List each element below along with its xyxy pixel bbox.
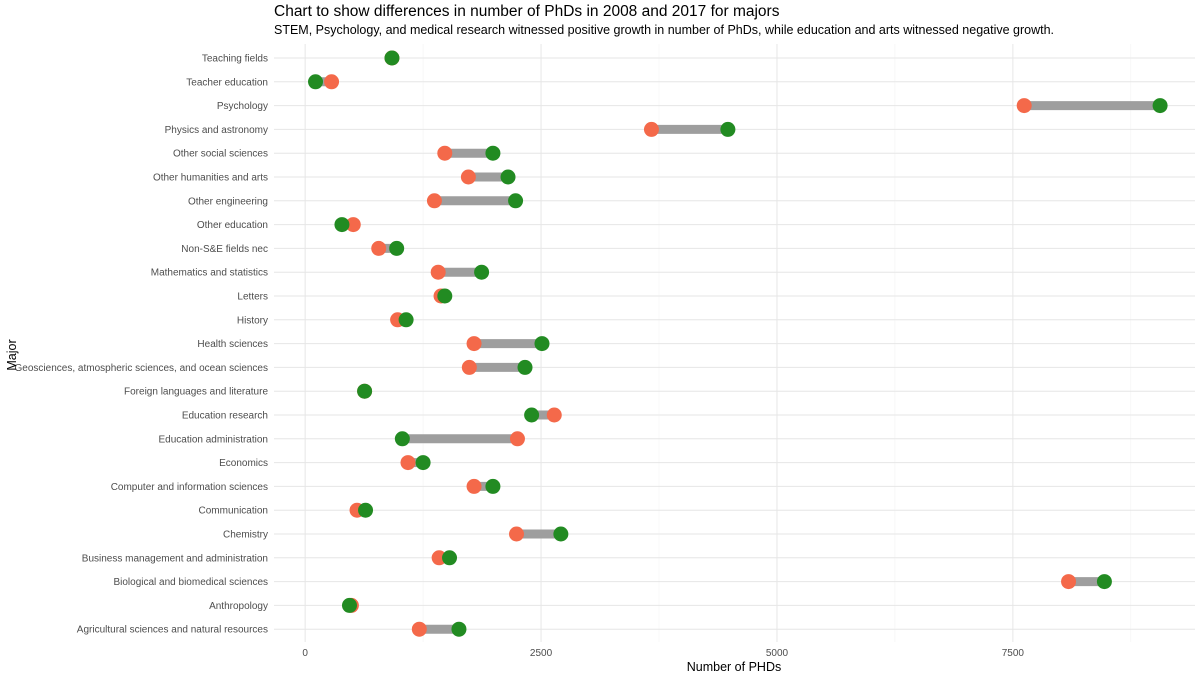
point-2008 [430, 264, 446, 280]
point-2008 [431, 550, 447, 566]
point-2017 [451, 621, 467, 637]
y-category-label: Communication [199, 506, 268, 517]
y-category-label: Anthropology [209, 601, 268, 612]
point-2017 [384, 50, 400, 66]
y-category-label: Foreign languages and literature [124, 387, 268, 398]
y-category-label: Teaching fields [202, 54, 268, 65]
point-2017 [442, 550, 458, 566]
point-2017 [485, 145, 501, 161]
point-2017 [553, 526, 569, 542]
y-category-label: Education research [182, 411, 268, 422]
chart-subtitle: STEM, Psychology, and medical research w… [274, 23, 1055, 37]
point-2017 [358, 502, 374, 518]
point-2008 [345, 217, 361, 233]
y-category-label: Psychology [217, 101, 268, 112]
point-2017 [524, 407, 540, 423]
y-category-label: Computer and information sciences [111, 482, 268, 493]
point-2008 [1061, 574, 1077, 590]
x-axis-tick-labels: 0 2500 5000 7500 [302, 648, 1024, 659]
y-category-label: Health sciences [197, 339, 268, 350]
y-category-label: Biological and biomedical sciences [113, 577, 268, 588]
y-category-label: Geosciences, atmospheric sciences, and o… [15, 363, 268, 374]
point-2017 [394, 431, 410, 447]
point-2017 [485, 478, 501, 494]
x-tick-label: 0 [302, 648, 308, 659]
y-category-label: Education administration [158, 434, 268, 445]
y-category-label: Physics and astronomy [165, 125, 268, 136]
point-2017 [437, 288, 453, 304]
y-category-label: Teacher education [186, 77, 268, 88]
point-2017 [334, 217, 350, 233]
x-tick-label: 7500 [1002, 648, 1025, 659]
grid-lines [274, 44, 1195, 642]
point-2017 [517, 359, 533, 375]
point-2017 [415, 455, 431, 471]
y-category-label: Chemistry [223, 530, 268, 541]
point-2008 [509, 526, 525, 542]
y-axis-title: Major [5, 339, 19, 370]
point-2008 [371, 240, 387, 256]
point-2017 [389, 240, 405, 256]
y-axis-labels: Teaching fields Teacher education Psycholo… [15, 54, 269, 636]
chart-title: Chart to show differences in number of P… [274, 3, 780, 20]
point-2017 [720, 121, 736, 137]
x-tick-label: 2500 [530, 648, 553, 659]
x-axis-title: Number of PHDs [687, 660, 781, 674]
point-2017 [357, 383, 373, 399]
y-category-label: Agricultural sciences and natural resour… [77, 625, 268, 636]
y-category-label: Non-S&E fields nec [181, 244, 268, 255]
point-2017 [534, 336, 550, 352]
point-2008 [1016, 98, 1032, 114]
y-category-label: Other engineering [188, 196, 268, 207]
point-2008 [400, 455, 416, 471]
point-2008 [546, 407, 562, 423]
y-category-label: Economics [219, 458, 268, 469]
data-marks [308, 50, 1168, 637]
point-2008 [460, 169, 476, 185]
point-2008 [461, 359, 477, 375]
point-2008 [466, 336, 482, 352]
point-2017 [398, 312, 414, 328]
point-2017 [341, 597, 357, 613]
y-category-label: Business management and administration [82, 553, 268, 564]
point-2008 [437, 145, 453, 161]
point-2017 [474, 264, 490, 280]
point-2008 [466, 478, 482, 494]
y-category-label: Other education [197, 220, 268, 231]
y-category-label: Other social sciences [173, 149, 268, 160]
point-2017 [1096, 574, 1112, 590]
point-2008 [643, 121, 659, 137]
y-category-label: Letters [237, 292, 268, 303]
y-category-label: Other humanities and arts [153, 173, 268, 184]
point-2008 [324, 74, 340, 90]
point-2008 [426, 193, 442, 209]
x-tick-label: 5000 [766, 648, 789, 659]
point-2008 [509, 431, 525, 447]
y-category-label: History [237, 315, 268, 326]
y-category-label: Mathematics and statistics [151, 268, 268, 279]
point-2017 [308, 74, 324, 90]
point-2017 [500, 169, 516, 185]
point-2017 [1152, 98, 1168, 114]
point-2008 [411, 621, 427, 637]
point-2017 [508, 193, 524, 209]
